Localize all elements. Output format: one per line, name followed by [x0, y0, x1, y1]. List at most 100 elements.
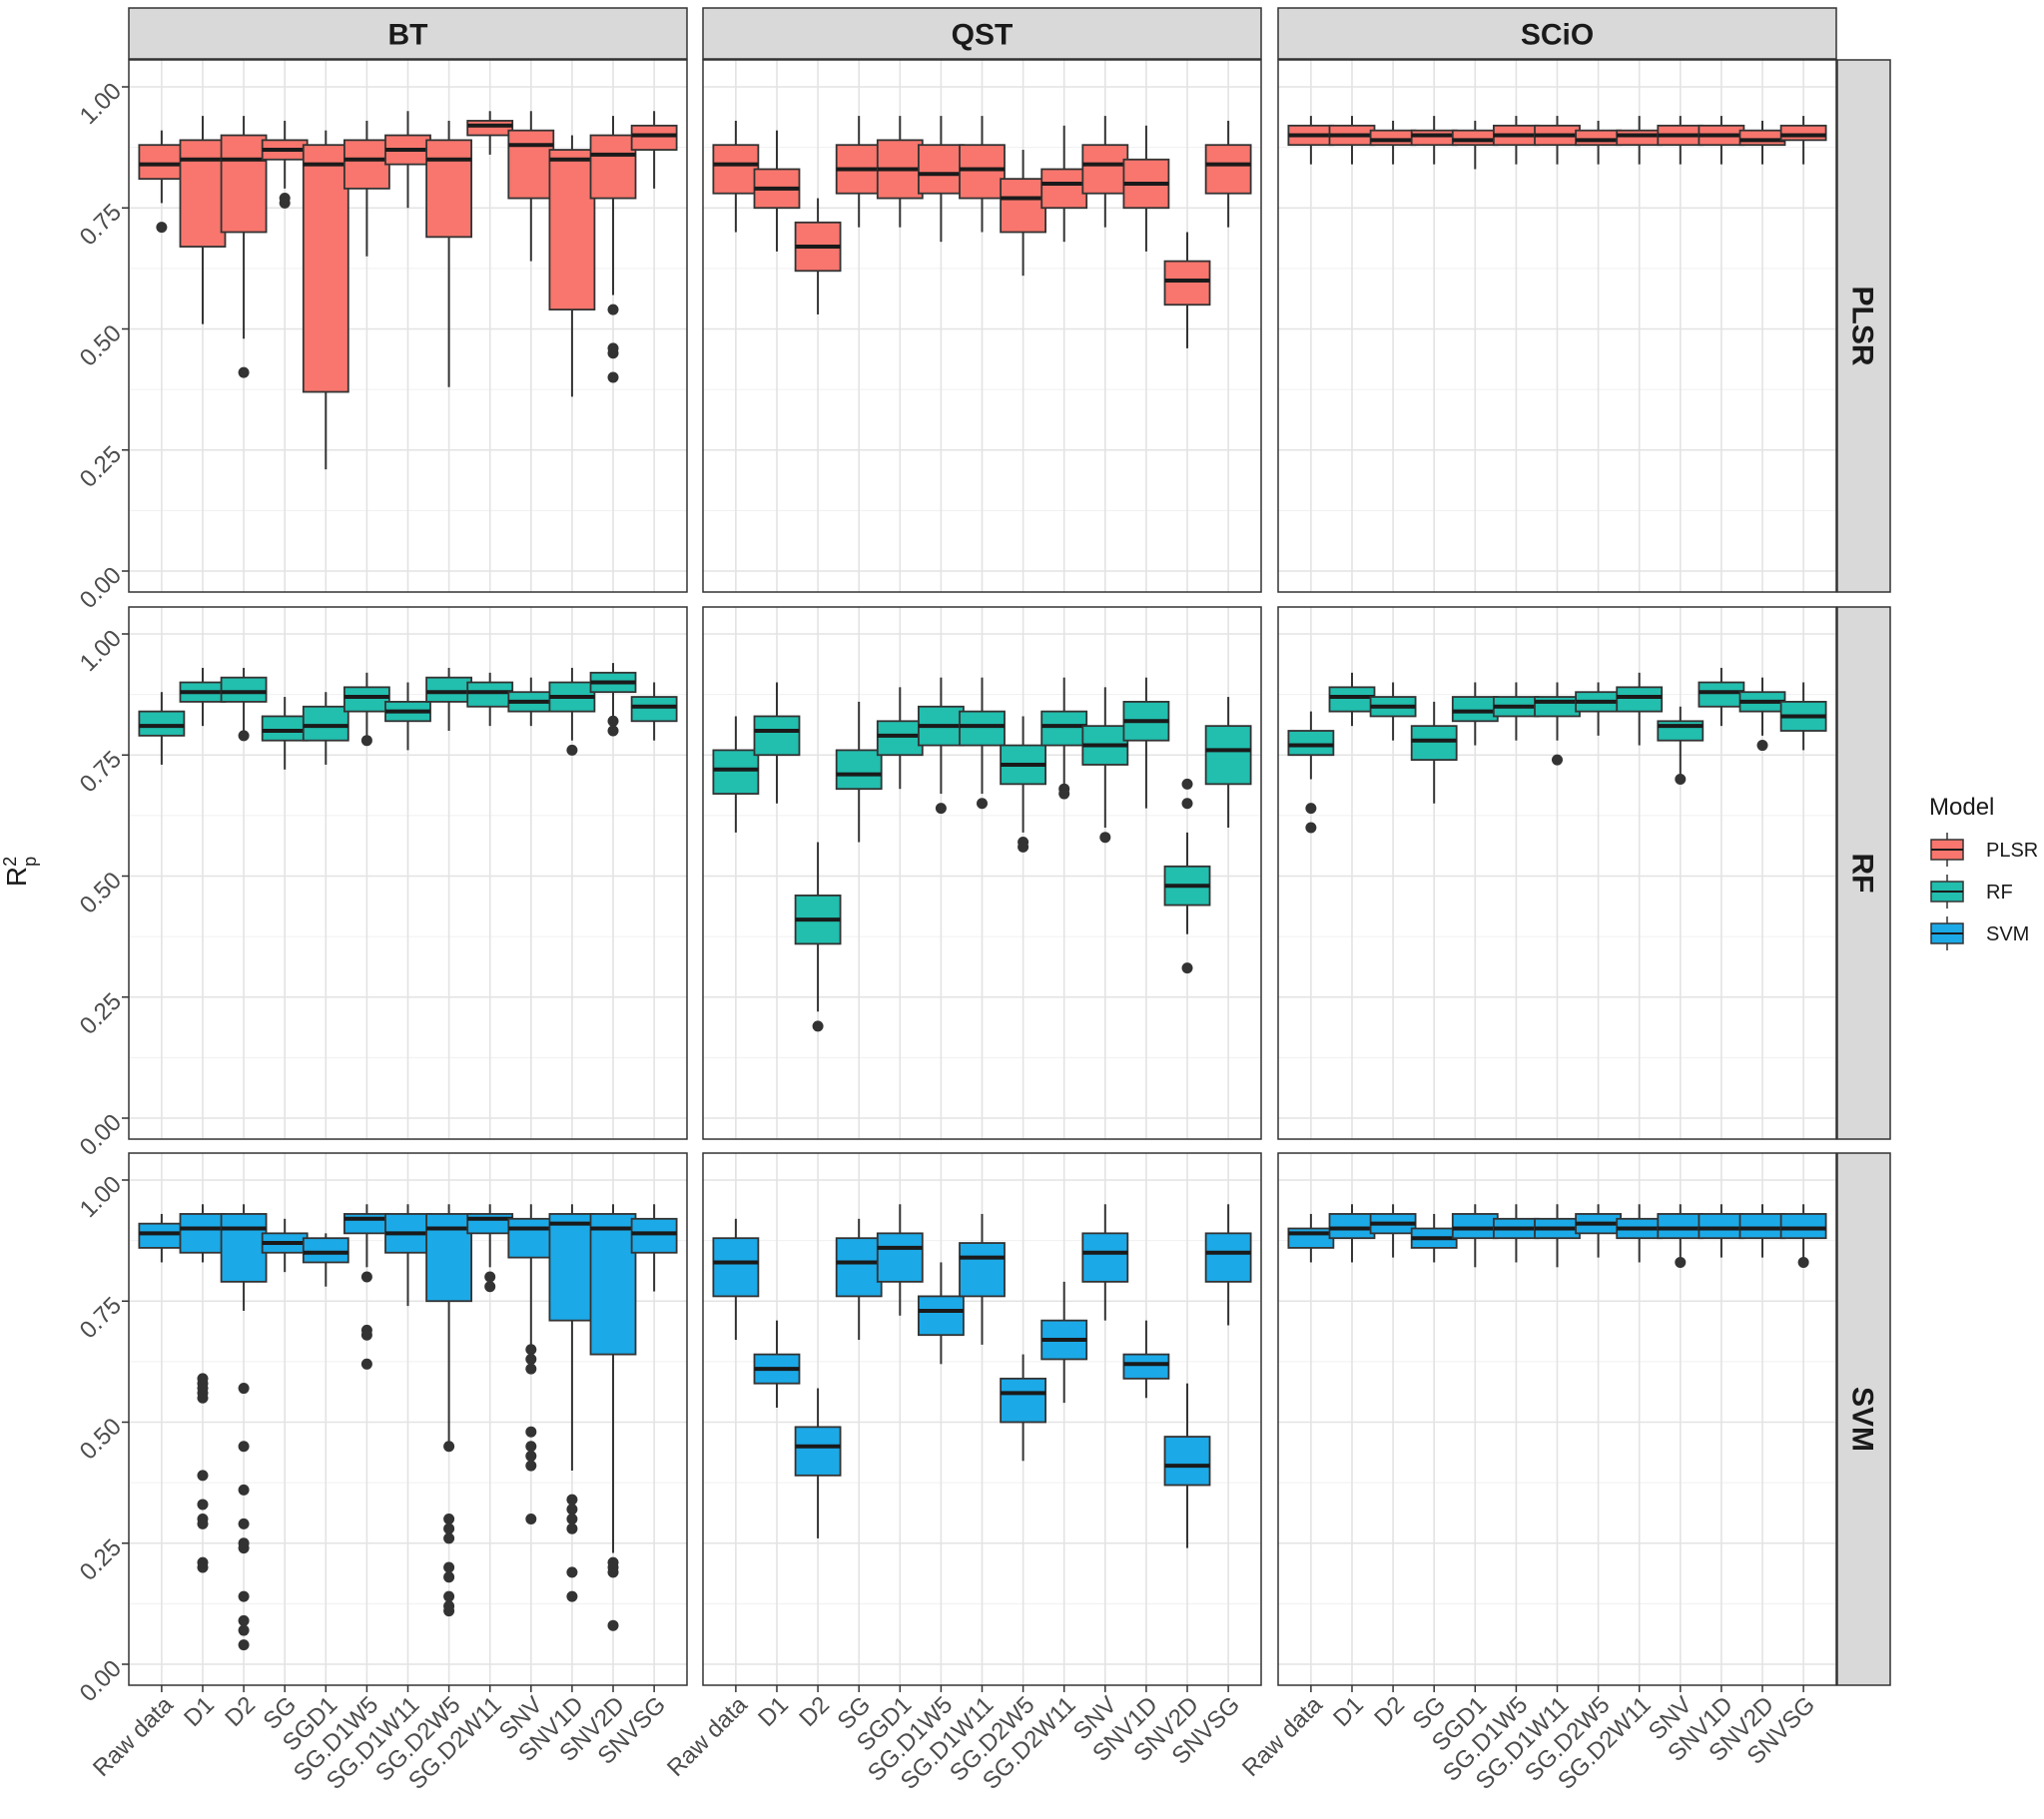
- box-iqr: [1287, 730, 1335, 757]
- outlier-point: [197, 1499, 209, 1511]
- box-rf-qst-10: [1122, 677, 1170, 809]
- box-plsr-scio-5: [1492, 116, 1540, 165]
- box-iqr: [1163, 260, 1211, 306]
- box-iqr: [712, 144, 760, 195]
- box-iqr: [1081, 144, 1129, 195]
- outlier-point: [525, 1450, 537, 1462]
- outlier-point: [197, 1392, 209, 1404]
- box-rf-bt-2: [220, 667, 268, 742]
- outlier-point: [238, 1590, 250, 1602]
- box-plsr-scio-11: [1738, 120, 1786, 165]
- box-iqr: [1000, 178, 1047, 234]
- outlier-point: [279, 197, 291, 209]
- box-iqr: [1163, 1436, 1211, 1487]
- panel-plsr-qst: [702, 59, 1262, 593]
- outlier-point: [238, 1624, 250, 1636]
- box-rf-qst-5: [917, 677, 965, 815]
- box-iqr: [959, 144, 1006, 200]
- box-svm-qst-7: [1000, 1354, 1047, 1462]
- outlier-point: [566, 1590, 578, 1602]
- outlier-point: [238, 1383, 250, 1395]
- y-tick-label: 0.50: [75, 1413, 127, 1465]
- box-rf-qst-1: [753, 682, 801, 804]
- box-iqr: [548, 149, 596, 311]
- outlier-point: [484, 1271, 496, 1283]
- box-iqr: [589, 1213, 637, 1356]
- box-plsr-bt-9: [507, 111, 555, 262]
- box-iqr: [1000, 1377, 1047, 1424]
- box-iqr: [302, 144, 349, 393]
- box-iqr: [342, 686, 390, 713]
- outlier-point: [935, 803, 947, 815]
- box-rf-qst-9: [1081, 687, 1129, 844]
- outlier-point: [197, 1517, 209, 1529]
- box-rf-bt-6: [384, 682, 431, 751]
- panel-plsr-scio: [1277, 59, 1837, 593]
- box-svm-qst-2: [794, 1388, 842, 1538]
- box-iqr: [220, 676, 268, 703]
- outlier-point: [566, 1566, 578, 1578]
- box-plsr-bt-3: [261, 120, 309, 209]
- outlier-point: [443, 1522, 455, 1534]
- strip-label-qst: QST: [952, 19, 1014, 52]
- outlier-point: [238, 1484, 250, 1496]
- box-svm-bt-2: [220, 1204, 268, 1651]
- legend-label-plsr: PLSR: [1986, 840, 2038, 862]
- box-iqr: [1616, 129, 1664, 147]
- box-plsr-qst-5: [917, 116, 965, 243]
- outlier-point: [525, 1514, 537, 1524]
- box-rf-scio-10: [1698, 667, 1745, 727]
- outlier-point: [1181, 778, 1193, 790]
- box-rf-qst-12: [1204, 697, 1252, 828]
- strip-label-bt: BT: [388, 19, 428, 52]
- box-iqr: [1738, 1213, 1786, 1240]
- panel-border: [128, 606, 688, 1140]
- panel-rf-scio: [1277, 606, 1837, 1140]
- box-iqr: [1081, 1232, 1129, 1283]
- box-plsr-qst-7: [1000, 150, 1047, 277]
- box-rf-qst-3: [835, 701, 883, 843]
- outlier-point: [156, 222, 168, 234]
- box-svm-bt-1: [179, 1204, 227, 1573]
- outlier-point: [977, 798, 988, 810]
- box-svm-qst-5: [917, 1262, 965, 1365]
- y-tick-label: 0.25: [75, 988, 127, 1040]
- box-rf-scio-3: [1410, 701, 1458, 804]
- box-iqr: [138, 1222, 186, 1249]
- x-tick-label: Raw data: [88, 1691, 179, 1782]
- box-plsr-bt-2: [220, 116, 268, 378]
- box-iqr: [876, 1232, 924, 1283]
- outlier-point: [525, 1441, 537, 1453]
- box-svm-qst-12: [1204, 1204, 1252, 1326]
- box-svm-qst-8: [1040, 1281, 1088, 1404]
- panel-svm-qst: [702, 1152, 1262, 1686]
- x-tick-label: Raw data: [662, 1691, 753, 1782]
- box-rf-qst-0: [712, 716, 760, 833]
- box-plsr-bt-4: [302, 130, 349, 470]
- outlier-point: [607, 303, 619, 315]
- outlier-point: [607, 1566, 619, 1578]
- outlier-point: [238, 366, 250, 378]
- box-plsr-qst-6: [959, 116, 1006, 233]
- box-iqr: [342, 139, 390, 190]
- box-plsr-qst-4: [876, 116, 924, 228]
- strip-label-scio: SCiO: [1521, 19, 1594, 52]
- panel-svm-scio: [1277, 1152, 1837, 1686]
- box-iqr: [1328, 686, 1376, 713]
- strip-svm: [1836, 1152, 1891, 1686]
- box-plsr-qst-1: [753, 130, 801, 252]
- outlier-point: [1797, 1256, 1809, 1268]
- box-iqr: [138, 144, 186, 181]
- y-tick-label: 1.00: [75, 625, 127, 677]
- y-tick-label: 0.75: [75, 199, 127, 251]
- box-rf-scio-6: [1534, 682, 1581, 766]
- box-iqr: [261, 715, 309, 742]
- outlier-point: [566, 744, 578, 756]
- box-plsr-bt-0: [138, 130, 186, 234]
- box-rf-qst-6: [959, 677, 1006, 810]
- box-svm-qst-9: [1081, 1204, 1129, 1321]
- box-iqr: [630, 1217, 678, 1254]
- box-plsr-scio-8: [1616, 116, 1664, 165]
- y-axis-title-sup: 2: [0, 857, 20, 867]
- y-tick-label: 0.50: [75, 319, 127, 371]
